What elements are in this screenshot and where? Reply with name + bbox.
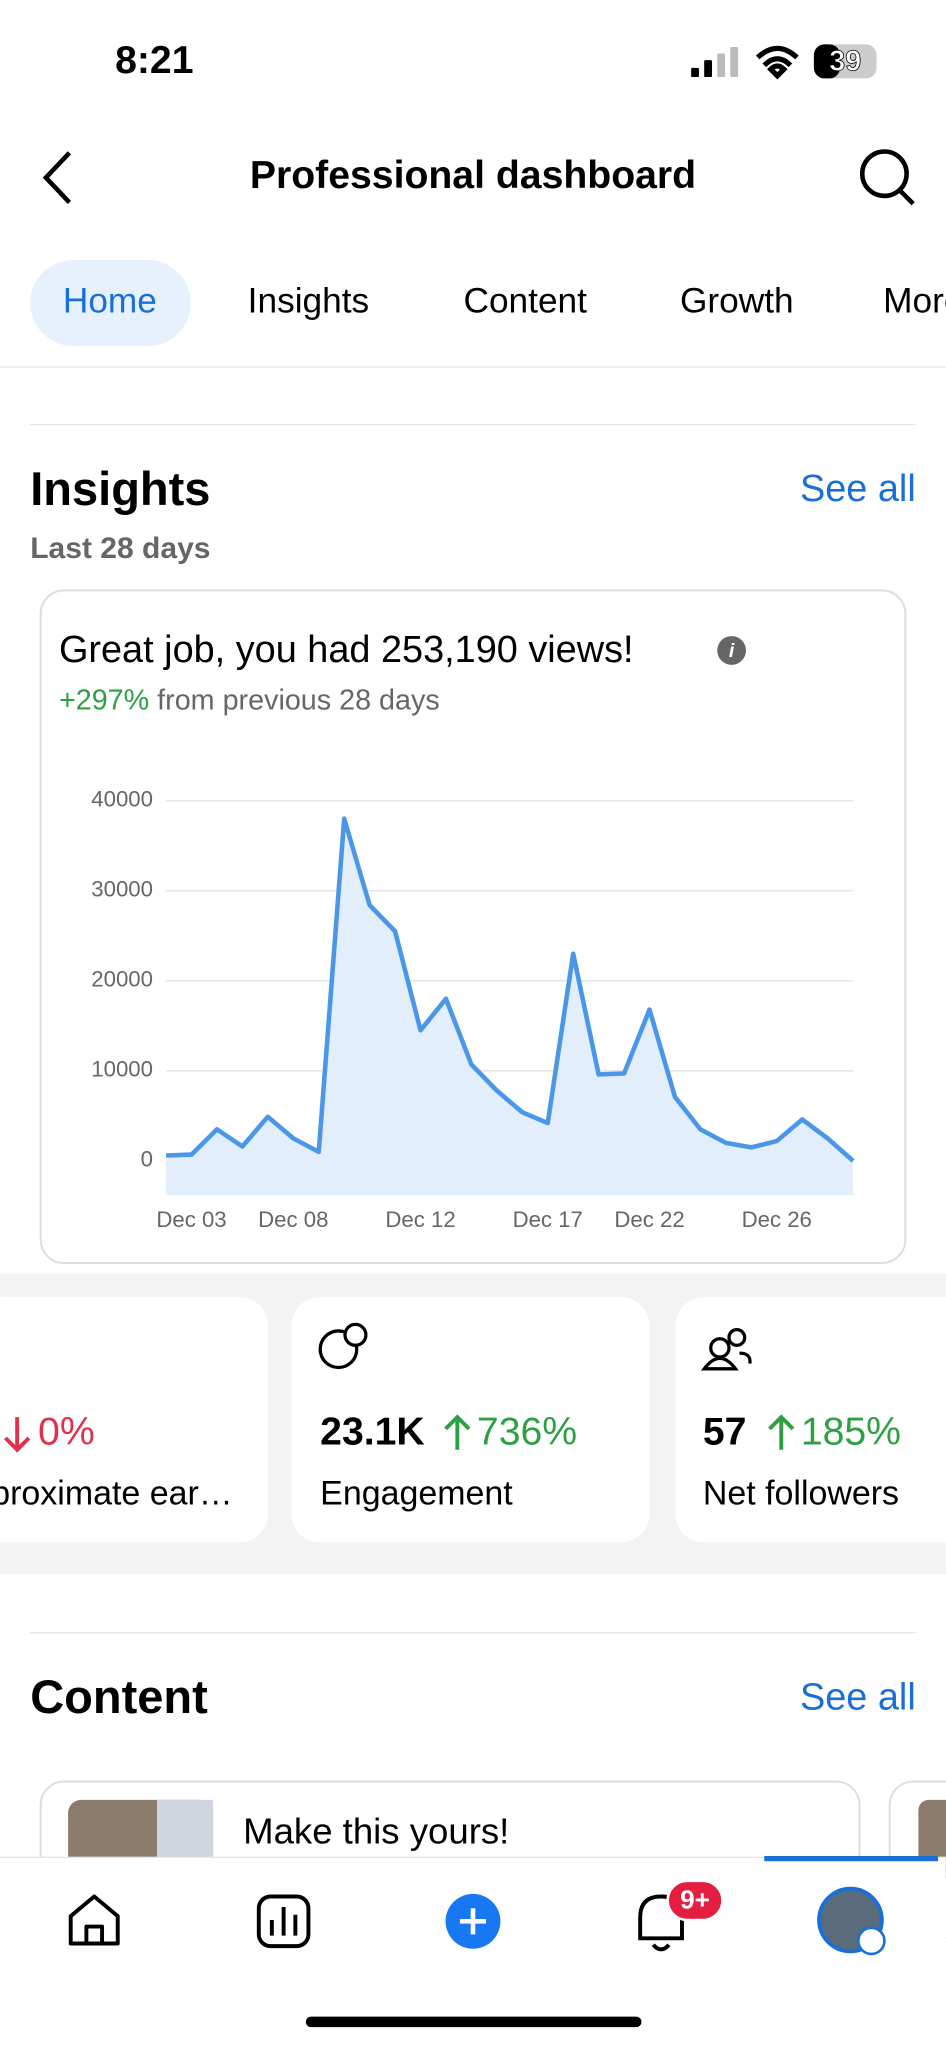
x-tick-label: Dec 12	[385, 1207, 455, 1232]
tab[interactable]: More	[883, 281, 946, 320]
tab[interactable]: Content	[464, 281, 588, 320]
metric-label: Engagement	[320, 1474, 513, 1512]
plus-icon	[459, 1908, 487, 1935]
headline: Great job, you had 253,190 views!	[59, 629, 634, 671]
metric-label: Approximate ear…	[0, 1474, 233, 1512]
back-button[interactable]	[42, 151, 72, 205]
metric-change: 185%	[801, 1410, 901, 1453]
content-title: Make this yours!	[243, 1810, 509, 1851]
change-line: +297% from previous 28 days	[59, 684, 440, 716]
scroll-indicator	[764, 1856, 938, 1862]
tab[interactable]: Growth	[680, 281, 794, 320]
metric-value: 23.1K	[320, 1410, 425, 1453]
metric-card[interactable]	[0, 1296, 268, 1543]
change-note: from previous 28 days	[157, 684, 440, 716]
metric-value: 0%	[38, 1410, 95, 1453]
chart-card	[39, 589, 907, 1264]
y-tick-label: 20000	[91, 967, 153, 992]
metric-label: Net followers	[703, 1474, 899, 1512]
metric-change: 736%	[477, 1410, 577, 1453]
up-arrow	[768, 1414, 795, 1450]
engagement-icon	[318, 1322, 368, 1370]
followers-icon	[700, 1328, 752, 1371]
down-arrow	[4, 1417, 31, 1453]
wifi-icon	[755, 45, 799, 80]
y-tick-label: 30000	[91, 877, 153, 902]
nav-insights[interactable]	[256, 1894, 311, 1949]
menu-icon	[856, 1926, 886, 1956]
nav-home[interactable]	[68, 1894, 120, 1946]
tab[interactable]: Insights	[248, 281, 369, 320]
search-button[interactable]	[859, 149, 915, 206]
nav-bar	[0, 1857, 946, 2048]
page-title: Professional dashboard	[250, 154, 696, 197]
metric-card[interactable]	[675, 1296, 946, 1543]
line	[165, 816, 855, 1163]
badge-count: 9+	[680, 1885, 710, 1915]
y-tick-label: 10000	[91, 1057, 153, 1082]
home-indicator	[305, 2016, 642, 2028]
tab[interactable]: Home	[63, 281, 157, 320]
y-tick-label: 0	[141, 1147, 153, 1172]
y-tick-label: 40000	[91, 787, 153, 812]
x-tick-label: Dec 26	[742, 1207, 812, 1232]
change: +297%	[59, 684, 149, 716]
info-glyph: i	[729, 640, 735, 662]
battery-level	[813, 44, 841, 79]
status-time: 8:21	[115, 39, 193, 82]
active-tab-bg	[30, 259, 191, 347]
battery-text: 39	[829, 45, 861, 77]
x-tick-label: Dec 08	[258, 1207, 328, 1232]
section-title: Content	[30, 1670, 208, 1723]
x-tick-label: Dec 22	[614, 1207, 684, 1232]
section-title: Insights	[30, 462, 210, 515]
info-icon[interactable]	[717, 636, 746, 665]
metric-card[interactable]	[291, 1296, 650, 1543]
see-all-link[interactable]: See all	[800, 468, 916, 510]
signal-icon	[691, 47, 739, 78]
x-tick-label: Dec 03	[156, 1207, 226, 1232]
badge	[666, 1879, 724, 1922]
period: Last 28 days	[30, 532, 210, 565]
metric-value: 57	[703, 1410, 747, 1453]
up-arrow	[444, 1414, 471, 1450]
x-tick-label: Dec 17	[513, 1207, 583, 1232]
see-all-link[interactable]: See all	[800, 1676, 916, 1718]
